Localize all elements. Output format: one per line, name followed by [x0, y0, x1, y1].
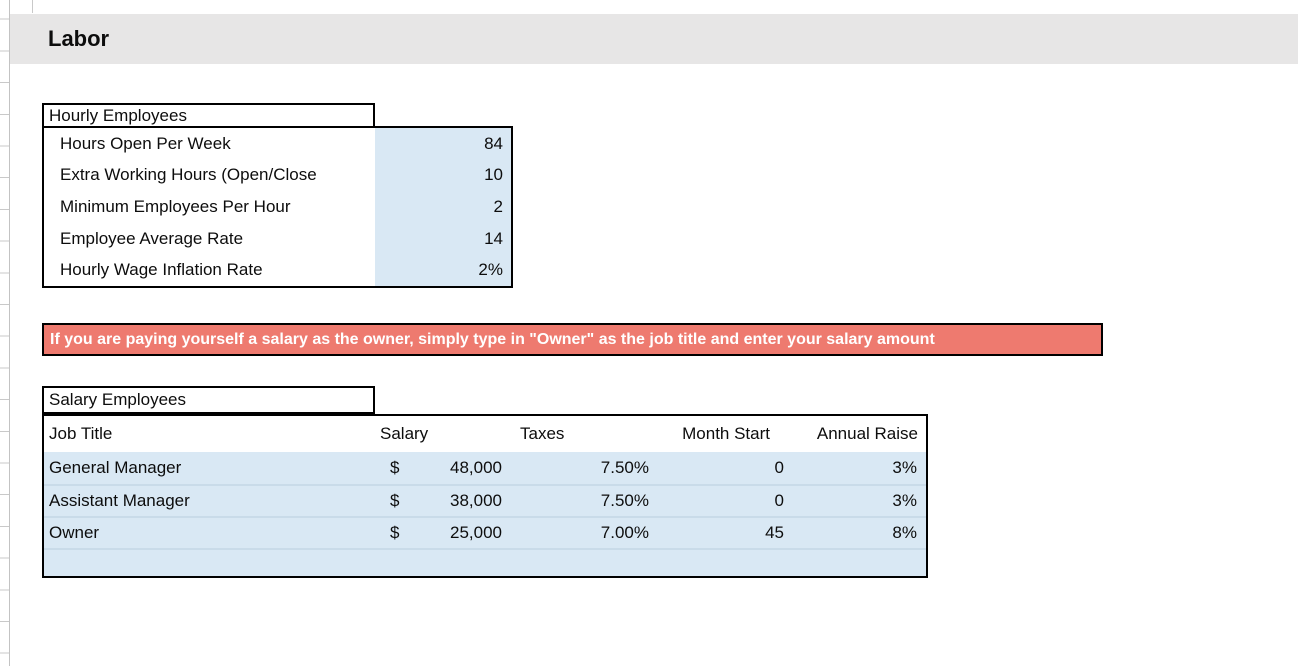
- column-header-job-title: Job Title: [49, 424, 113, 443]
- salary-section-title: Salary Employees: [49, 390, 187, 409]
- table-row: Hourly Wage Inflation Rate 2%: [44, 254, 511, 286]
- table-row: Hours Open Per Week 84: [44, 128, 511, 160]
- owner-note-text: If you are paying yourself a salary as t…: [50, 330, 935, 348]
- hourly-section-title: Hourly Employees: [49, 105, 187, 125]
- currency-symbol: $: [390, 491, 400, 510]
- table-row: Owner $ 25,000 7.00% 45 8%: [44, 516, 926, 548]
- hourly-row-label: Hourly Wage Inflation Rate: [60, 260, 263, 280]
- hourly-row-label: Hours Open Per Week: [60, 133, 231, 153]
- top-column-gridline: [32, 0, 33, 13]
- cell-salary[interactable]: $ 48,000: [378, 458, 512, 478]
- minimum-employees-cell[interactable]: 2: [493, 196, 503, 216]
- table-row: Extra Working Hours (Open/Close 10: [44, 160, 511, 192]
- row-gridline-stubs: [0, 0, 9, 666]
- column-header-month-start: Month Start: [682, 424, 770, 443]
- column-header-salary: Salary: [380, 424, 429, 443]
- cell-annual-raise[interactable]: 3%: [892, 458, 917, 477]
- employee-average-rate-cell[interactable]: 14: [484, 228, 503, 248]
- hours-open-per-week-cell[interactable]: 84: [484, 133, 503, 153]
- table-row: Assistant Manager $ 38,000 7.50% 0 3%: [44, 484, 926, 516]
- currency-symbol: $: [390, 458, 400, 477]
- column-header-annual-raise: Annual Raise: [816, 424, 918, 443]
- salary-section-title-cell: Salary Employees: [42, 386, 375, 414]
- cell-month-start[interactable]: 0: [774, 458, 784, 477]
- cell-annual-raise[interactable]: 8%: [892, 523, 917, 542]
- hourly-employees-table: Hours Open Per Week 84 Extra Working Hou…: [42, 126, 513, 288]
- currency-symbol: $: [390, 523, 400, 542]
- column-header-taxes: Taxes: [520, 424, 565, 443]
- empty-input-row[interactable]: [44, 548, 926, 576]
- cell-salary[interactable]: $ 38,000: [378, 491, 512, 511]
- page-title: Labor: [48, 26, 110, 51]
- salary-amount: 38,000: [450, 491, 502, 510]
- cell-job-title[interactable]: Owner: [49, 523, 100, 542]
- cell-taxes[interactable]: 7.00%: [600, 523, 649, 542]
- cell-job-title[interactable]: Assistant Manager: [49, 491, 190, 510]
- salary-employees-table: Job Title Salary Taxes Month Start Annua…: [42, 414, 928, 578]
- hourly-row-label: Minimum Employees Per Hour: [60, 196, 291, 216]
- table-row: Minimum Employees Per Hour 2: [44, 191, 511, 223]
- cell-month-start[interactable]: 45: [765, 523, 784, 542]
- table-row: General Manager $ 48,000 7.50% 0 3%: [44, 452, 926, 484]
- cell-salary[interactable]: $ 25,000: [378, 523, 512, 543]
- salary-amount: 48,000: [450, 458, 502, 477]
- cell-annual-raise[interactable]: 3%: [892, 491, 917, 510]
- section-header-band: Labor: [10, 14, 1298, 64]
- salary-amount: 25,000: [450, 523, 502, 542]
- table-row: Employee Average Rate 14: [44, 223, 511, 255]
- wage-inflation-rate-cell[interactable]: 2%: [478, 260, 503, 280]
- owner-note-banner: If you are paying yourself a salary as t…: [42, 323, 1103, 356]
- extra-working-hours-cell[interactable]: 10: [484, 165, 503, 185]
- hourly-row-label: Extra Working Hours (Open/Close: [60, 165, 317, 185]
- column-header-row: Job Title Salary Taxes Month Start Annua…: [44, 416, 926, 452]
- cell-month-start[interactable]: 0: [774, 491, 784, 510]
- hourly-section-title-cell: Hourly Employees: [42, 103, 375, 128]
- hourly-row-label: Employee Average Rate: [60, 228, 244, 248]
- cell-taxes[interactable]: 7.50%: [600, 458, 649, 477]
- cell-job-title[interactable]: General Manager: [49, 458, 182, 477]
- column-gridline: [9, 0, 10, 666]
- cell-taxes[interactable]: 7.50%: [600, 491, 649, 510]
